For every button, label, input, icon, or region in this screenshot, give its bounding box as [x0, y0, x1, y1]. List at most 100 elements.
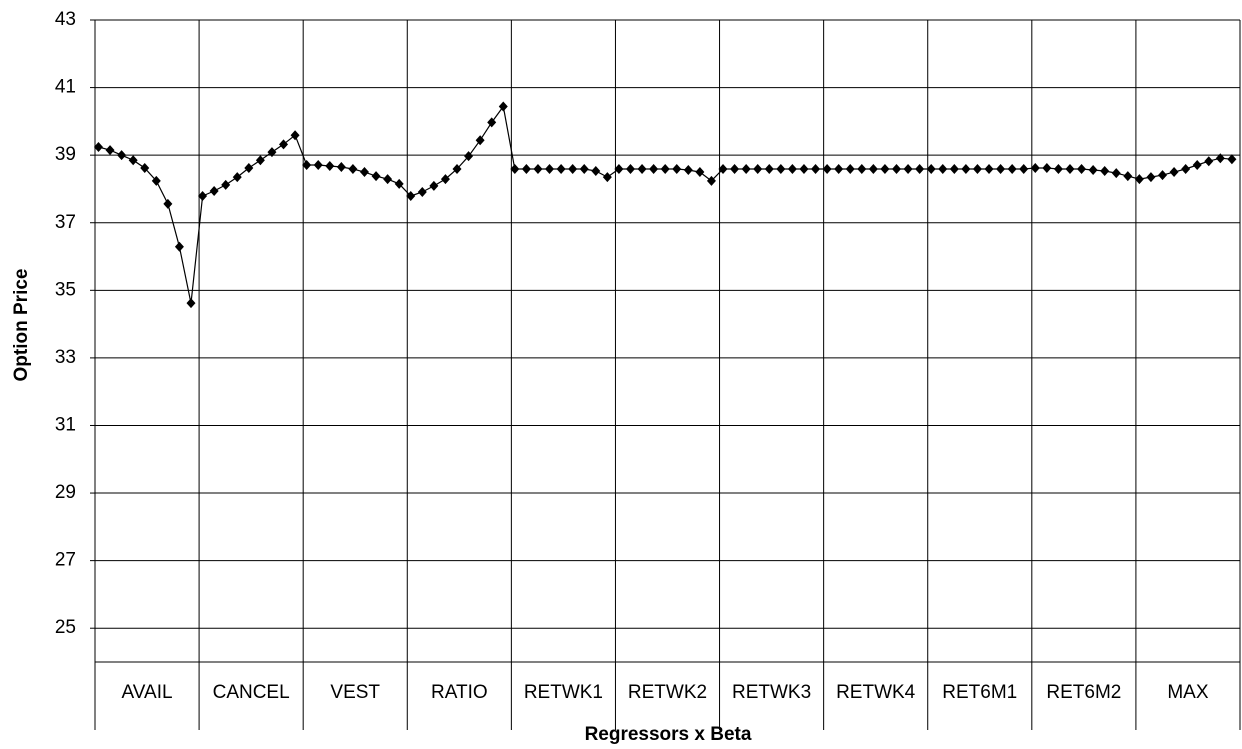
point-marker [1065, 164, 1075, 175]
point-marker [209, 185, 219, 196]
point-marker [568, 164, 578, 175]
series-line [98, 105, 1232, 304]
point-marker [1227, 154, 1237, 165]
y-tick-label: 35 [55, 279, 76, 300]
point-marker [1042, 162, 1052, 173]
y-tick-label: 31 [55, 414, 76, 435]
x-tick-label: MAX [1167, 682, 1209, 703]
x-tick-label: RET6M2 [1046, 682, 1121, 703]
point-marker [776, 164, 786, 175]
point-marker [926, 164, 936, 175]
point-marker [174, 241, 184, 252]
point-marker [579, 164, 589, 175]
point-marker [1019, 164, 1029, 175]
point-marker [753, 164, 763, 175]
point-marker [267, 147, 277, 158]
point-marker [279, 139, 289, 150]
point-marker [1123, 171, 1133, 182]
point-marker [857, 164, 867, 175]
point-marker [521, 164, 531, 175]
x-tick-label: RET6M1 [942, 682, 1017, 703]
point-marker [417, 186, 427, 197]
point-marker [845, 164, 855, 175]
point-marker [614, 164, 624, 175]
point-marker [683, 165, 693, 176]
point-marker [880, 164, 890, 175]
point-marker [660, 164, 670, 175]
point-marker [452, 164, 462, 175]
point-marker [221, 179, 231, 190]
point-marker [1007, 164, 1017, 175]
point-marker [822, 164, 832, 175]
y-tick-label: 33 [55, 347, 76, 368]
point-marker [1215, 153, 1225, 164]
point-marker [440, 174, 450, 185]
point-marker [602, 172, 612, 183]
x-tick-label: VEST [330, 682, 380, 703]
x-axis-title: Regressors x Beta [585, 724, 752, 745]
point-marker [625, 164, 635, 175]
point-marker [961, 164, 971, 175]
x-tick-label: RATIO [431, 682, 488, 703]
point-marker [1146, 172, 1156, 183]
point-marker [1134, 174, 1144, 185]
point-marker [834, 164, 844, 175]
x-tick-label: RETWK3 [732, 682, 811, 703]
point-marker [649, 164, 659, 175]
point-marker [903, 164, 913, 175]
point-marker [394, 178, 404, 189]
point-marker [232, 172, 242, 183]
point-marker [313, 159, 323, 170]
y-tick-label: 37 [55, 212, 76, 233]
y-tick-label: 39 [55, 144, 76, 165]
point-marker [348, 164, 358, 175]
x-tick-label: RETWK4 [836, 682, 916, 703]
point-marker [741, 164, 751, 175]
point-marker [290, 130, 300, 141]
point-marker [868, 164, 878, 175]
point-marker [695, 167, 705, 178]
point-marker [984, 164, 994, 175]
point-marker [892, 164, 901, 175]
point-marker [545, 164, 555, 175]
point-marker [1030, 162, 1040, 173]
point-marker [637, 164, 647, 175]
x-tick-label: CANCEL [213, 682, 290, 703]
point-marker [799, 164, 809, 175]
point-marker [672, 164, 682, 175]
point-marker [718, 164, 728, 175]
x-tick-label: AVAIL [122, 682, 173, 703]
point-marker [996, 164, 1006, 175]
point-marker [325, 160, 335, 171]
point-marker [1100, 166, 1110, 177]
point-marker [787, 164, 797, 175]
point-marker [972, 164, 982, 175]
point-marker [464, 151, 474, 162]
point-marker [1169, 167, 1179, 178]
point-marker [915, 164, 925, 175]
y-tick-label: 41 [55, 77, 76, 98]
point-marker [302, 159, 312, 170]
point-marker [730, 164, 740, 175]
point-marker [1181, 164, 1191, 175]
point-marker [93, 142, 103, 153]
point-marker [1192, 159, 1202, 170]
point-marker [1111, 168, 1121, 179]
point-marker [556, 164, 566, 175]
point-marker [140, 162, 150, 173]
point-marker [1077, 164, 1087, 175]
point-marker [533, 164, 543, 175]
point-marker [764, 164, 774, 175]
y-tick-label: 25 [55, 617, 76, 638]
y-tick-label: 29 [55, 482, 76, 503]
point-marker [475, 135, 485, 146]
point-marker [1088, 165, 1098, 176]
point-marker [938, 164, 948, 175]
point-marker [383, 174, 393, 185]
point-marker [255, 155, 265, 166]
point-marker [591, 166, 601, 177]
point-marker [510, 164, 520, 175]
x-tick-label: RETWK2 [628, 682, 707, 703]
